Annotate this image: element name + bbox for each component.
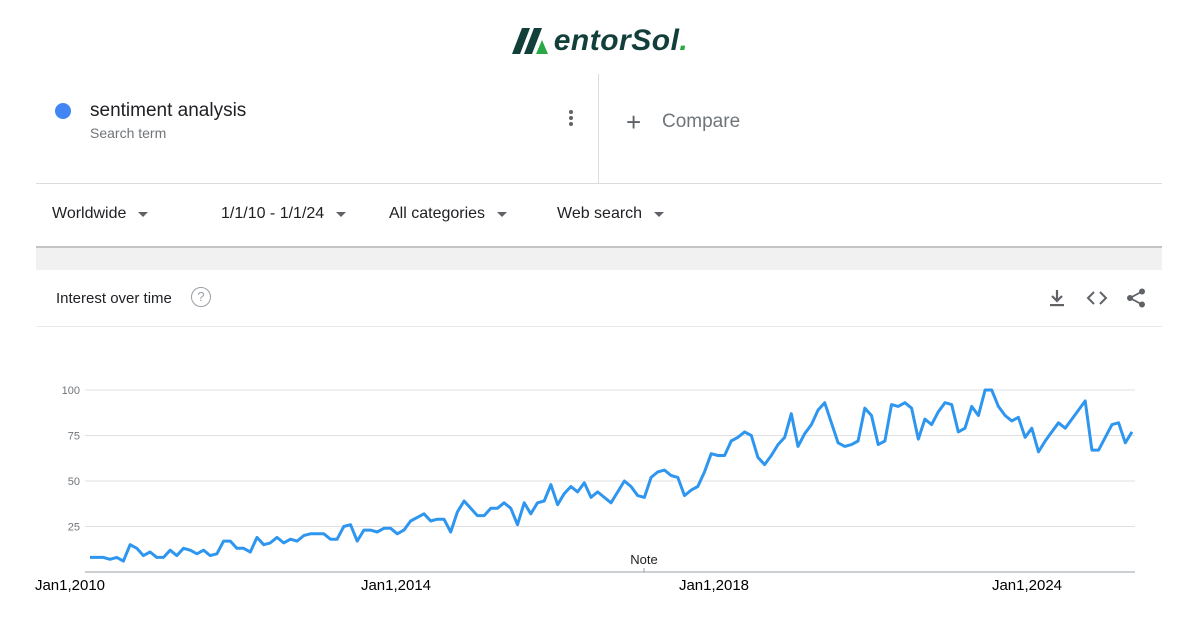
section-separator <box>36 248 1162 270</box>
compare-button[interactable]: + Compare <box>626 107 741 137</box>
help-icon[interactable]: ? <box>191 287 211 307</box>
region-filter-label: Worldwide <box>52 205 127 222</box>
share-icon[interactable] <box>1125 287 1147 309</box>
card-bottom-divider <box>36 183 1162 184</box>
brand-dot: . <box>679 24 689 57</box>
region-filter[interactable]: Worldwide <box>52 205 149 223</box>
chevron-down-icon <box>138 211 149 217</box>
search-term-card: sentiment analysis Search term + Compare <box>36 74 1162 184</box>
x-tick-label: Jan1,2014 <box>361 577 431 594</box>
chevron-down-icon <box>336 211 347 217</box>
search-term-title[interactable]: sentiment analysis <box>90 100 247 121</box>
download-icon[interactable] <box>1046 287 1068 309</box>
card-divider <box>598 74 599 184</box>
brand-logo: entorSol. <box>0 24 1200 58</box>
date-range-label: 1/1/10 - 1/1/24 <box>221 205 325 222</box>
x-tick-label: Jan1,2024 <box>992 577 1062 594</box>
term-color-dot <box>55 103 71 119</box>
search-term-subtitle: Search term <box>90 125 167 141</box>
y-tick-label: 100 <box>62 385 80 397</box>
note-annotation[interactable]: Note <box>630 552 657 567</box>
filter-bar-shadow <box>36 246 1162 248</box>
x-tick-label: Jan1,2018 <box>679 577 749 594</box>
search-type-filter[interactable]: Web search <box>557 205 665 223</box>
y-tick-label: 50 <box>68 476 80 488</box>
panel-header-divider <box>36 326 1162 327</box>
date-range-filter[interactable]: 1/1/10 - 1/1/24 <box>221 205 347 223</box>
panel-title: Interest over time <box>56 290 172 307</box>
x-tick-label: Jan1,2010 <box>35 577 105 594</box>
plus-icon: + <box>626 107 642 137</box>
chevron-down-icon <box>497 211 508 217</box>
brand-name: entorSol <box>553 24 680 57</box>
logo-mark-icon <box>511 28 548 54</box>
series-line <box>90 388 1134 563</box>
chevron-down-icon <box>654 211 665 217</box>
category-filter[interactable]: All categories <box>389 205 508 223</box>
search-type-label: Web search <box>557 205 643 222</box>
filter-bar: Worldwide 1/1/10 - 1/1/24 All categories… <box>36 184 1162 246</box>
y-tick-label: 75 <box>68 431 80 443</box>
y-tick-label: 25 <box>68 522 80 534</box>
embed-icon[interactable] <box>1086 287 1108 309</box>
category-filter-label: All categories <box>389 205 486 222</box>
menu-dots-icon[interactable] <box>561 110 581 130</box>
interest-over-time-chart: 25 50 75 100 Jan1,2010 Jan1,2014 Jan1,2018 Jan… <box>35 385 1135 594</box>
compare-label: Compare <box>662 111 741 132</box>
